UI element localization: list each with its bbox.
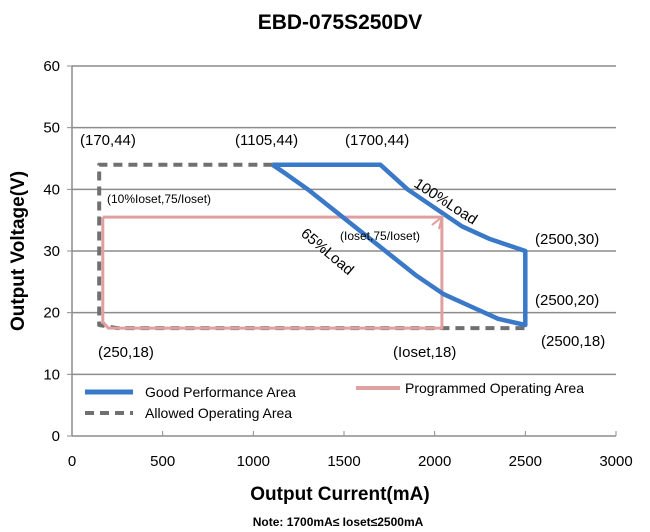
y-tick-label-20: 20 (43, 305, 60, 322)
series-good-performance (271, 162, 528, 328)
y-tick-labels: 0 10 20 30 40 50 60 (43, 58, 60, 445)
legend-label-programmed: Programmed Operating Area (405, 380, 584, 396)
label-10pct-ioset: (10%Ioset,75/Ioset) (107, 192, 211, 206)
x-tick-label-1000: 1000 (237, 453, 270, 470)
label-100-load: 100%Load (411, 175, 480, 228)
label-ioset-18: (Ioset,18) (393, 344, 456, 361)
x-tick-label-500: 500 (150, 453, 175, 470)
y-tick-label-10: 10 (43, 366, 60, 383)
note: Note: 1700mA≤ Ioset≤2500mA (253, 515, 424, 529)
series-programmed-operating (101, 215, 444, 330)
x-axis-label: Output Current(mA) (250, 484, 429, 505)
legend-label-allowed: Allowed Operating Area (145, 405, 292, 421)
label-2500-20: (2500,20) (535, 292, 599, 309)
axes (67, 65, 617, 437)
y-tick-label-60: 60 (43, 58, 60, 75)
x-tick-label-3000: 3000 (599, 453, 632, 470)
y-tick-label-30: 30 (43, 243, 60, 260)
label-2500-30: (2500,30) (535, 231, 599, 248)
y-tick-label-0: 0 (52, 428, 60, 445)
y-axis-label: Output Voltage(V) (8, 171, 29, 331)
label-250-18: (250,18) (98, 344, 154, 361)
gridlines (72, 65, 616, 376)
label-170-44: (170,44) (80, 132, 136, 149)
series-layer (97, 162, 528, 331)
x-tick-label-2500: 2500 (509, 453, 542, 470)
legend-label-good: Good Performance Area (145, 384, 296, 400)
x-tick-label-1500: 1500 (327, 453, 360, 470)
label-ioset-75: (Ioset,75/Ioset) (340, 229, 420, 243)
label-2500-18: (2500,18) (541, 333, 605, 350)
programmed-arrow-head (431, 214, 444, 230)
x-tick-label-2000: 2000 (418, 453, 451, 470)
label-1105-44: (1105,44) (235, 132, 298, 149)
legend: Good Performance Area Programmed Operati… (85, 380, 584, 421)
x-tick-label-0: 0 (68, 453, 76, 470)
y-tick-label-40: 40 (43, 181, 60, 198)
label-1700-44: (1700,44) (345, 132, 409, 149)
y-tick-label-50: 50 (43, 120, 60, 137)
chart-title: EBD-075S250DV (258, 11, 423, 34)
x-tick-labels: 0 500 1000 1500 2000 2500 3000 (68, 453, 633, 470)
